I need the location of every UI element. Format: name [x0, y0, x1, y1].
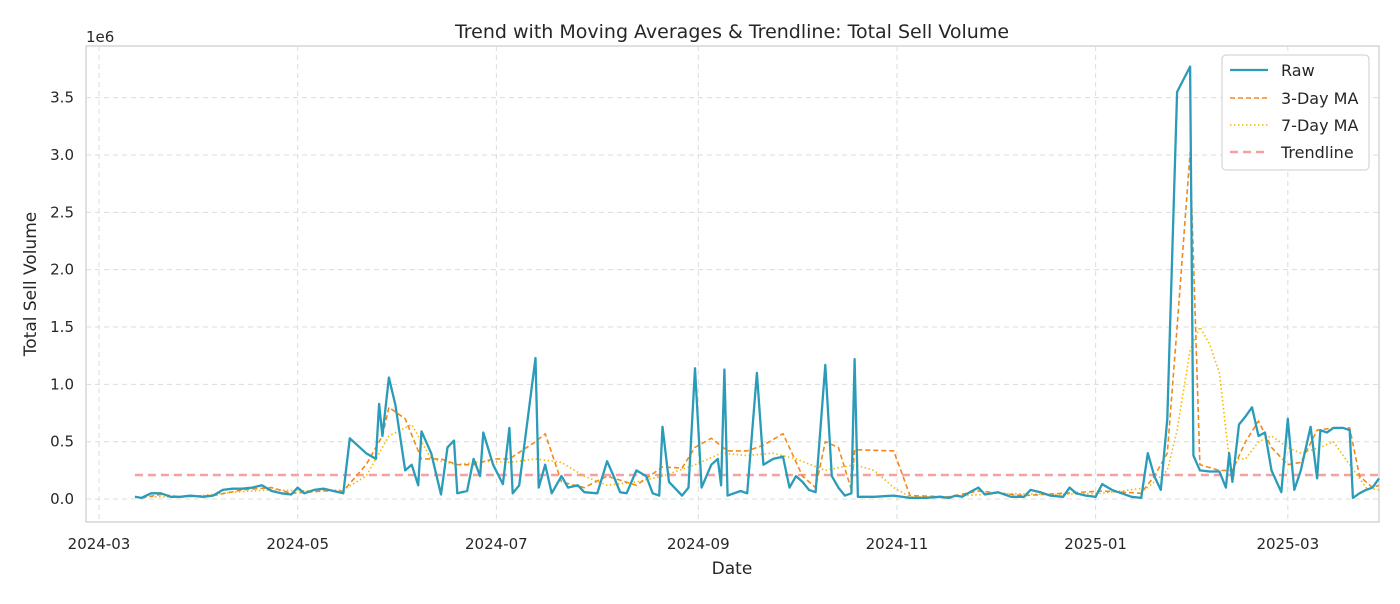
tick-labels: 2024-03 2024-05 2024-07 2024-09 2024-11 2025-… — [50, 89, 1319, 553]
y-offset-label: 1e6 — [86, 28, 114, 46]
series-3day-ma-line — [141, 151, 1380, 499]
x-tick-label: 2025-03 — [1256, 535, 1319, 553]
x-tick-label: 2024-11 — [866, 535, 929, 553]
y-tick-label: 1.0 — [50, 375, 74, 393]
legend: Raw 3-Day MA 7-Day MA Trendline — [1221, 54, 1370, 171]
chart-title: Trend with Moving Averages & Trendline: … — [454, 21, 1009, 43]
legend-box — [1221, 54, 1370, 171]
y-tick-label: 2.0 — [50, 261, 74, 279]
legend-label-raw: Raw — [1281, 61, 1315, 80]
x-tick-label: 2024-09 — [667, 535, 730, 553]
y-axis-title: Total Sell Volume — [21, 212, 41, 357]
x-tick-label: 2024-03 — [68, 535, 131, 553]
x-tick-label: 2024-07 — [465, 535, 528, 553]
series-raw-line — [134, 65, 1380, 500]
legend-label-3day-ma: 3-Day MA — [1281, 89, 1358, 108]
y-tick-label: 1.5 — [50, 318, 74, 336]
y-tick-label: 3.0 — [50, 146, 74, 164]
legend-label-7day-ma: 7-Day MA — [1281, 116, 1358, 135]
series-layer — [134, 65, 1380, 500]
x-tick-label: 2024-05 — [266, 535, 329, 553]
x-tick-label: 2025-01 — [1064, 535, 1127, 553]
legend-label-trendline: Trendline — [1280, 143, 1354, 162]
y-tick-label: 0.0 — [50, 490, 74, 508]
y-tick-label: 3.5 — [50, 89, 74, 107]
series-7day-ma-line — [151, 326, 1380, 498]
y-tick-label: 2.5 — [50, 203, 74, 221]
x-axis-title: Date — [712, 559, 753, 579]
plot-area — [85, 45, 1380, 523]
y-tick-label: 0.5 — [50, 433, 74, 451]
